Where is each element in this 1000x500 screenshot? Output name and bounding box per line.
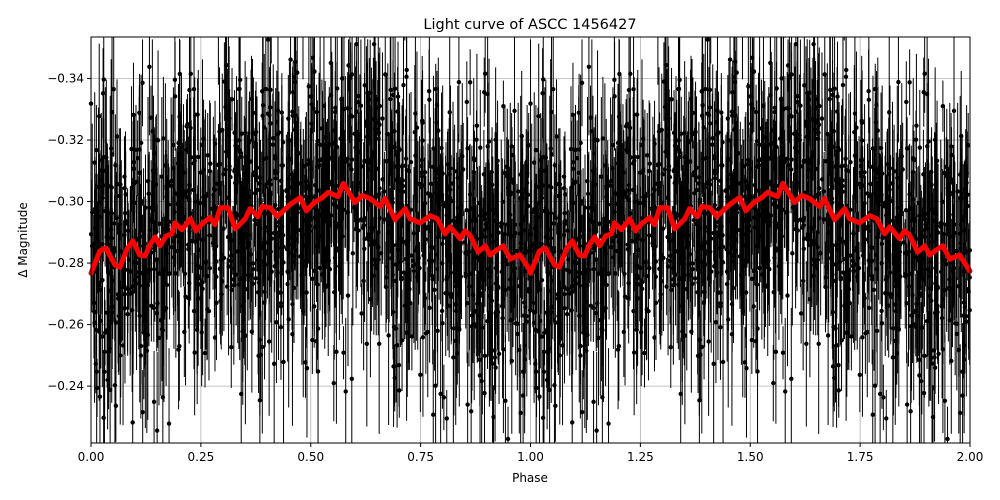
x-tick-label: 2.00 [957,450,984,464]
chart-title: Light curve of ASCC 1456427 [423,17,636,33]
x-axis-label: Phase [512,471,548,485]
x-tick-label: 0.75 [407,450,434,464]
x-tick-label: 0.50 [297,450,324,464]
y-tick-label: −0.28 [47,256,84,270]
x-tick-label: 1.25 [627,450,654,464]
x-tick-label: 0.00 [78,450,105,464]
observation-points [88,37,973,442]
x-tick-label: 1.00 [517,450,544,464]
y-tick-label: −0.30 [47,195,84,209]
x-tick-label: 1.50 [737,450,764,464]
y-axis-label: Δ Magnitude [16,202,30,278]
y-tick-label: −0.26 [47,318,84,332]
model-curve [88,180,973,276]
x-tick-label: 1.75 [847,450,874,464]
y-tick-label: −0.32 [47,133,84,147]
y-axis: −0.24 −0.26 −0.28 −0.30 −0.32 −0.34 [47,72,91,393]
y-tick-label: −0.34 [47,72,84,86]
x-axis: 0.00 0.25 0.50 0.75 1.00 1.25 1.50 1.75 2.00 [78,443,984,464]
x-tick-label: 0.25 [188,450,215,464]
y-tick-label: −0.24 [47,379,84,393]
